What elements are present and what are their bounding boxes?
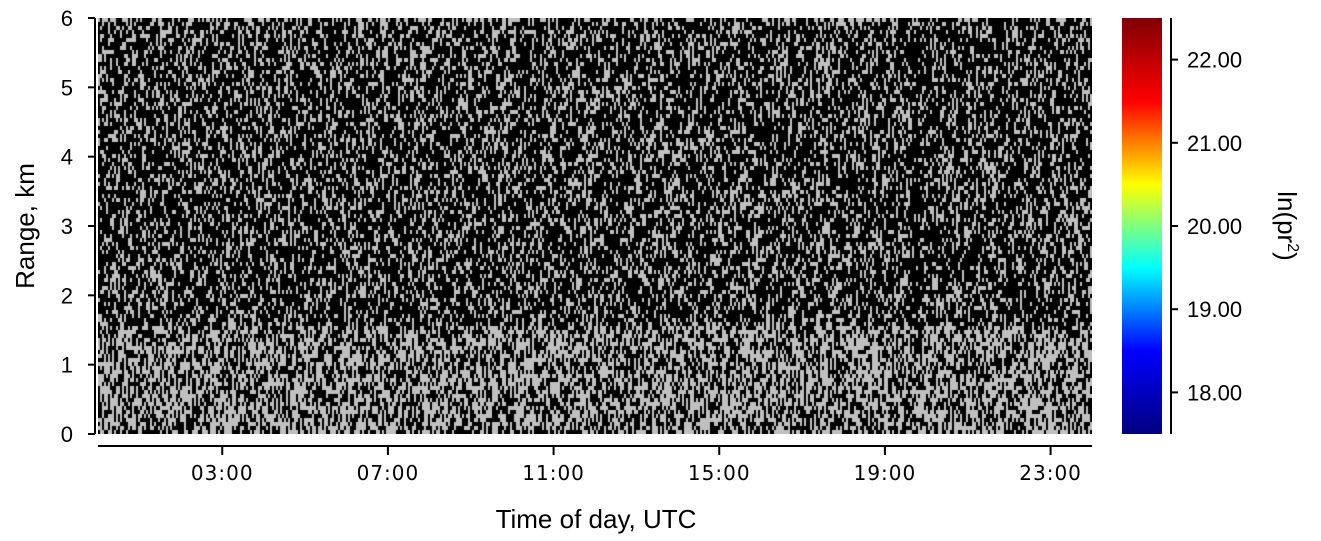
colorbar xyxy=(1122,18,1162,434)
colorbar-tick-label: 20.00 xyxy=(1187,214,1242,239)
x-tick-label: 03:00 xyxy=(191,461,254,485)
colorbar-label: ln(pr2) xyxy=(1272,191,1302,261)
colorbar-tick-label: 19.00 xyxy=(1187,297,1242,322)
x-tick-label: 07:00 xyxy=(357,461,420,485)
colorbar-tick-label: 21.00 xyxy=(1187,131,1242,156)
x-axis-title: Time of day, UTC xyxy=(496,504,697,534)
x-tick-label: 23:00 xyxy=(1019,461,1082,485)
y-tick-label: 1 xyxy=(61,353,73,378)
x-tick-label: 19:00 xyxy=(854,461,917,485)
heatmap-image xyxy=(98,18,1092,434)
x-tick-label: 15:00 xyxy=(688,461,751,485)
y-tick-label: 2 xyxy=(61,283,73,308)
x-axis-ticks: 03:00 07:00 11:00 15:00 19:00 23:00 xyxy=(191,446,1082,485)
y-tick-label: 3 xyxy=(61,214,73,239)
colorbar-ticks: 18.00 19.00 20.00 21.00 22.00 xyxy=(1171,48,1242,405)
colorbar-tick-label: 18.00 xyxy=(1187,380,1242,405)
y-axis-ticks: 0 1 2 3 4 5 6 xyxy=(61,6,95,447)
y-tick-label: 0 xyxy=(61,422,73,447)
x-tick-label: 11:00 xyxy=(522,461,585,485)
y-tick-label: 6 xyxy=(61,6,73,31)
colorbar-tick-label: 22.00 xyxy=(1187,48,1242,73)
y-axis-title: Range, km xyxy=(10,163,40,289)
y-tick-label: 4 xyxy=(61,145,73,170)
y-tick-label: 5 xyxy=(61,75,73,100)
